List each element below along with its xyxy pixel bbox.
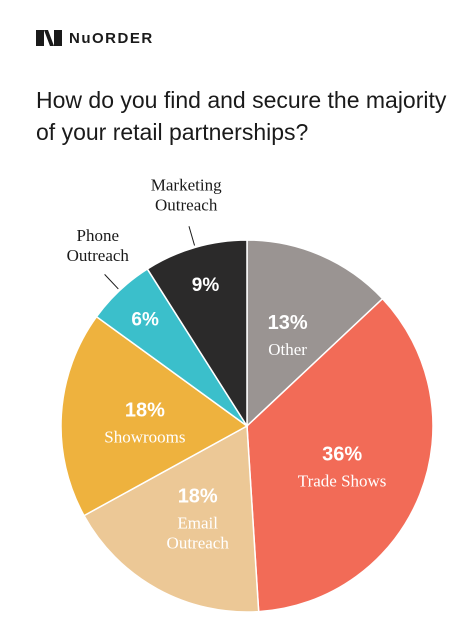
pie-value-label: 13%: [268, 312, 308, 334]
pie-category-label: Other: [268, 340, 307, 359]
brand: NuORDER: [36, 27, 154, 49]
pie-leader-line: [188, 226, 196, 246]
pie-slice-other: [246, 239, 384, 428]
pie-category-label: Outreach: [67, 246, 130, 265]
brand-name: NuORDER: [69, 29, 154, 47]
pie-value-label: 36%: [322, 444, 362, 466]
chart-title: How do you find and secure the majority …: [36, 87, 447, 145]
pie-category-label: Outreach: [155, 196, 218, 215]
pie-slice-showrooms: [60, 315, 249, 517]
pie-category-label: Outreach: [167, 534, 230, 553]
pie-category-label: Trade Shows: [298, 472, 387, 491]
pie-slice-email-outreach: [82, 424, 260, 613]
pie-category-label: Phone: [77, 226, 120, 245]
pie-leader-line: [104, 274, 119, 290]
pie-category-label: Marketing: [151, 176, 222, 195]
pie-value-label: 18%: [178, 486, 218, 508]
pie-slice-trade-shows: [246, 297, 434, 613]
pie-category-label: Showrooms: [104, 428, 185, 447]
pie-value-label: 9%: [192, 275, 220, 296]
pie-value-label: 6%: [131, 310, 159, 331]
pie-category-label: Email: [177, 514, 218, 533]
pie-slice-marketing-outreach: [146, 239, 248, 429]
pie-value-label: 18%: [125, 400, 165, 422]
nuorder-logo-icon: [36, 30, 62, 46]
